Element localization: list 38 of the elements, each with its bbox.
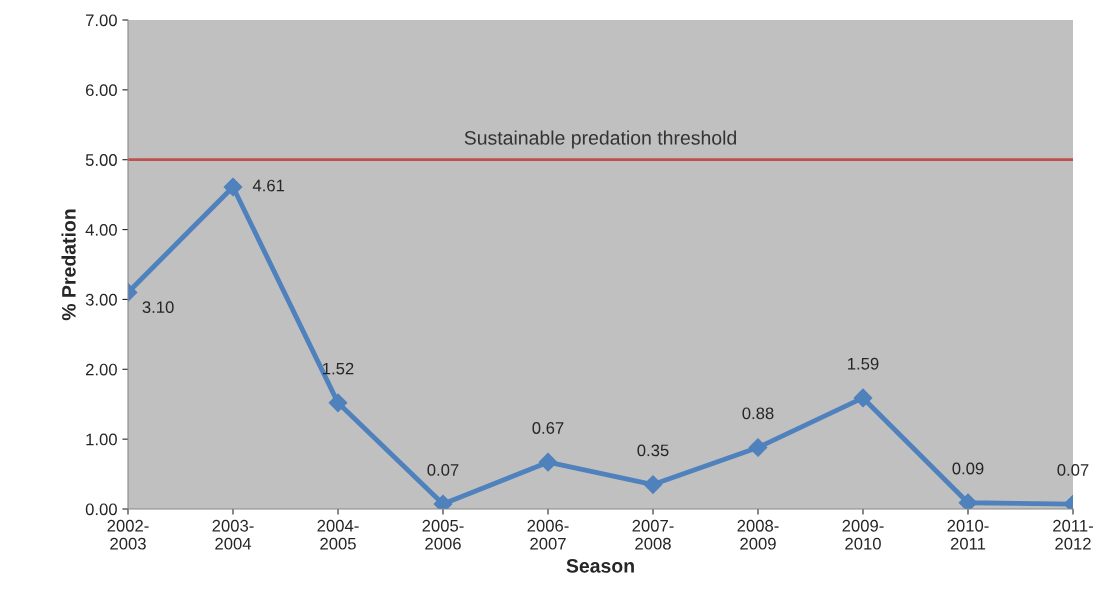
data-label: 0.07: [427, 464, 459, 476]
x-tick-label: 2006- 2007: [527, 519, 569, 550]
y-tick-label: 4.00: [85, 223, 117, 236]
x-tick-label: 2003- 2004: [212, 519, 254, 550]
point: [853, 388, 873, 408]
point: [958, 493, 978, 509]
data-label: 0.09: [952, 462, 984, 475]
y-tick-label: 3.00: [85, 293, 117, 306]
y-tick-label: 7.00: [86, 14, 117, 27]
x-tick-label: 2011- 2012: [1053, 519, 1093, 550]
x-tick-label: 2004- 2005: [317, 519, 359, 550]
ref-line-label: Sustainable predation threshold: [464, 130, 736, 149]
x-tick-label: 2008- 2009: [737, 519, 779, 550]
data-label: 1.59: [848, 357, 879, 370]
y-axis-title: % Predation: [61, 209, 76, 321]
y-tick-label: 5.00: [85, 154, 117, 166]
point: [538, 452, 558, 472]
data-label: 0.35: [637, 444, 669, 457]
x-tick-label: 2010- 2011: [947, 519, 989, 550]
y-tick-label: 1.00: [86, 433, 117, 446]
data-label: 0.07: [1057, 464, 1089, 476]
x-tick-label: 2007- 2008: [632, 519, 674, 550]
x-tick-label: 2005- 2006: [422, 519, 464, 550]
point: [328, 393, 348, 413]
data-label: 4.61: [252, 179, 285, 192]
point: [748, 438, 768, 457]
x-tick-label: 2009- 2010: [842, 519, 884, 550]
data-label: 0.88: [742, 407, 774, 420]
y-tick-label: 2.00: [85, 363, 117, 376]
data-label: 0.67: [532, 422, 564, 434]
x-tick-label: 2002- 2003: [107, 519, 149, 550]
data-label: 3.10: [142, 301, 174, 314]
point: [223, 177, 243, 197]
point: [643, 475, 663, 494]
data-label: 1.52: [323, 362, 354, 375]
y-tick-label: 6.00: [85, 84, 117, 97]
x-axis-title: Season: [566, 558, 634, 573]
y-tick-label: 0.00: [85, 503, 117, 516]
